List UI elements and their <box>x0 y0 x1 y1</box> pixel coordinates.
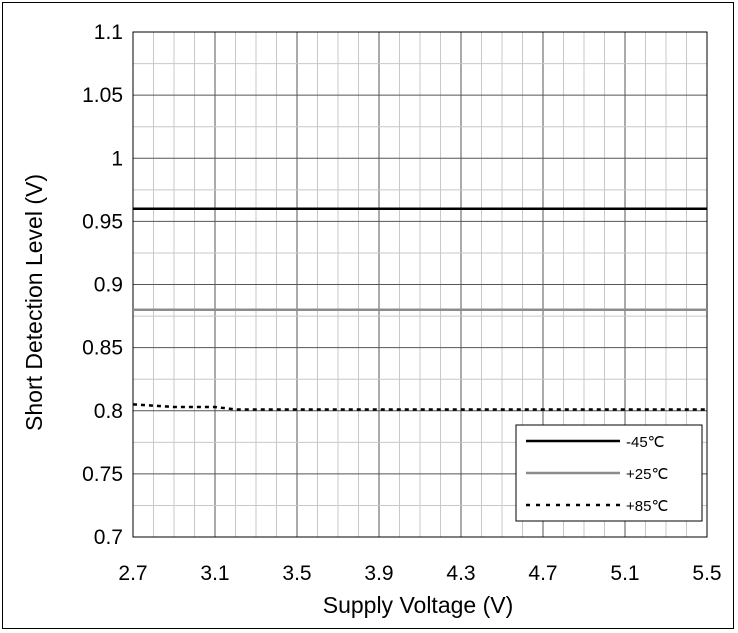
y-tick-label: 0.95 <box>82 210 123 233</box>
grid <box>133 32 707 537</box>
y-tick-label: 0.75 <box>82 463 123 486</box>
x-tick-label: 3.1 <box>200 562 229 585</box>
y-tick-label: 0.7 <box>94 526 123 549</box>
x-tick-label: 4.3 <box>446 562 475 585</box>
series-line-3 <box>132 403 707 411</box>
y-tick-label: 1 <box>111 147 123 170</box>
x-tick-label: 5.5 <box>692 562 721 585</box>
legend-label: +25℃ <box>626 466 668 483</box>
x-tick-label: 4.7 <box>528 562 557 585</box>
legend: -45℃ +25℃ +85℃ <box>515 424 703 522</box>
plot-area-border <box>132 31 708 538</box>
x-tick-labels: 2.7 3.1 3.5 3.9 4.3 4.7 5.1 5.5 <box>118 562 721 585</box>
y-tick-label: 0.8 <box>94 400 123 423</box>
x-axis-title: Supply Voltage (V) <box>323 592 514 618</box>
legend-label: +85℃ <box>626 498 668 515</box>
y-tick-label: 1.1 <box>94 21 123 44</box>
y-tick-label: 0.85 <box>82 337 123 360</box>
x-tick-label: 5.1 <box>610 562 639 585</box>
x-tick-label: 3.5 <box>282 562 311 585</box>
y-axis-title: Short Detection Level (V) <box>21 174 47 431</box>
series-group <box>132 207 707 411</box>
y-tick-label: 1.05 <box>82 84 123 107</box>
legend-label: -45℃ <box>626 434 665 451</box>
y-tick-label: 0.9 <box>94 274 123 297</box>
x-tick-label: 3.9 <box>364 562 393 585</box>
x-tick-label: 2.7 <box>118 562 147 585</box>
y-tick-labels: 0.7 0.75 0.8 0.85 0.9 0.95 1 1.05 1.1 <box>82 21 123 549</box>
